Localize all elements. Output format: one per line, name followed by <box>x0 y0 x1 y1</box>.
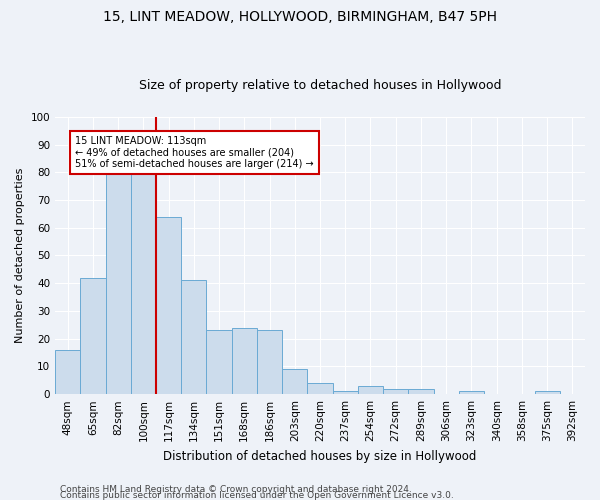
Y-axis label: Number of detached properties: Number of detached properties <box>15 168 25 343</box>
Bar <box>55 350 80 394</box>
Bar <box>181 280 206 394</box>
Bar <box>459 392 484 394</box>
Title: Size of property relative to detached houses in Hollywood: Size of property relative to detached ho… <box>139 79 501 92</box>
Bar <box>332 392 358 394</box>
Bar <box>282 369 307 394</box>
Text: 15 LINT MEADOW: 113sqm
← 49% of detached houses are smaller (204)
51% of semi-de: 15 LINT MEADOW: 113sqm ← 49% of detached… <box>75 136 314 170</box>
Bar <box>409 388 434 394</box>
X-axis label: Distribution of detached houses by size in Hollywood: Distribution of detached houses by size … <box>163 450 477 462</box>
Text: 15, LINT MEADOW, HOLLYWOOD, BIRMINGHAM, B47 5PH: 15, LINT MEADOW, HOLLYWOOD, BIRMINGHAM, … <box>103 10 497 24</box>
Bar <box>156 216 181 394</box>
Bar <box>358 386 383 394</box>
Text: Contains public sector information licensed under the Open Government Licence v3: Contains public sector information licen… <box>60 490 454 500</box>
Text: Contains HM Land Registry data © Crown copyright and database right 2024.: Contains HM Land Registry data © Crown c… <box>60 484 412 494</box>
Bar <box>383 388 409 394</box>
Bar <box>206 330 232 394</box>
Bar <box>535 392 560 394</box>
Bar <box>80 278 106 394</box>
Bar <box>232 328 257 394</box>
Bar <box>307 383 332 394</box>
Bar <box>131 166 156 394</box>
Bar <box>106 170 131 394</box>
Bar <box>257 330 282 394</box>
